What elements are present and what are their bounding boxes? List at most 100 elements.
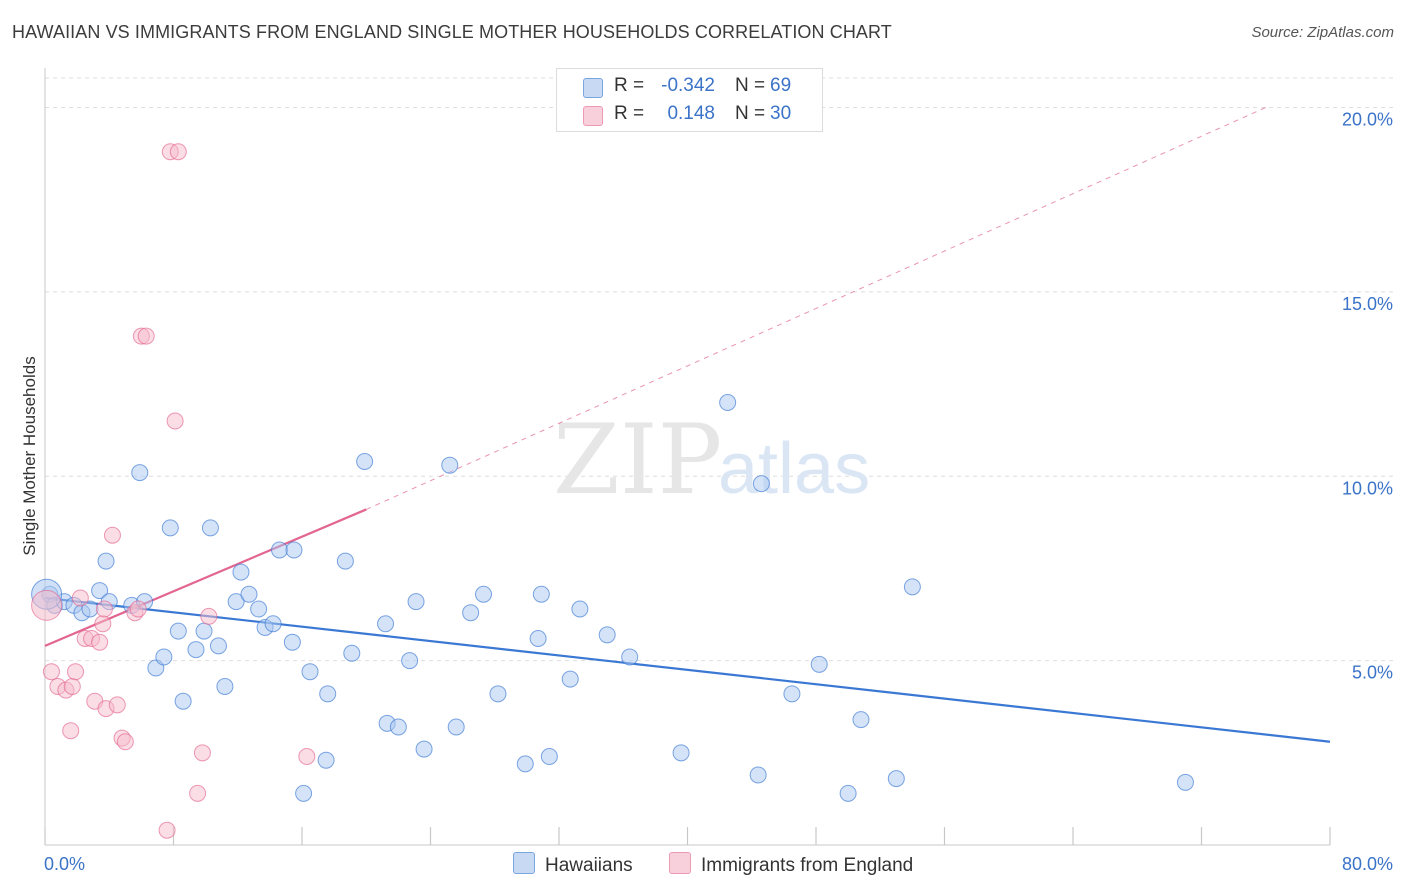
point-hawaiians [250, 600, 268, 618]
correlation-legend: R = -0.342 N = 69 R = 0.148 N = 30 [556, 68, 823, 132]
point-england [108, 696, 126, 714]
point-england [91, 633, 109, 651]
point-hawaiians [441, 456, 459, 474]
point-hawaiians [621, 648, 639, 666]
point-hawaiians [201, 519, 219, 537]
point-hawaiians [415, 740, 433, 758]
point-hawaiians [232, 563, 250, 581]
point-england [67, 663, 85, 681]
point-hawaiians [389, 718, 407, 736]
point-hawaiians [317, 751, 335, 769]
watermark: ZIP atlas [553, 404, 870, 516]
point-hawaiians [598, 626, 616, 644]
point-hawaiians [475, 585, 493, 603]
point-hawaiians [209, 637, 227, 655]
point-hawaiians [343, 644, 361, 662]
point-hawaiians [852, 711, 870, 729]
point-hawaiians [295, 784, 313, 802]
point-england [42, 663, 60, 681]
point-england [63, 677, 81, 695]
point-hawaiians [174, 692, 192, 710]
point-hawaiians [271, 541, 289, 559]
point-england [298, 748, 316, 765]
chart-title: HAWAIIAN VS IMMIGRANTS FROM ENGLAND SING… [12, 22, 892, 42]
point-hawaiians [839, 784, 857, 802]
trend-line-hawaiians [44, 596, 1331, 743]
legend-swatch-blue [513, 852, 535, 874]
point-hawaiians [540, 748, 558, 765]
legend-r-value: 0.148 [667, 103, 715, 124]
point-hawaiians [401, 652, 419, 670]
point-hawaiians [749, 766, 767, 784]
y-axis-label: Single Mother Households [20, 356, 39, 555]
legend-swatch-pink [583, 106, 603, 126]
point-hawaiians [195, 622, 213, 640]
point-hawaiians [377, 615, 395, 633]
point-england [62, 722, 80, 740]
point-england [169, 143, 187, 161]
point-hawaiians [810, 655, 828, 673]
watermark-zip: ZIP [553, 404, 722, 516]
point-hawaiians [336, 552, 354, 570]
legend-n-label: N = [735, 75, 766, 96]
point-hawaiians [240, 585, 258, 603]
point-hawaiians [571, 600, 589, 618]
legend-r-label: R = [614, 103, 645, 124]
point-hawaiians [356, 453, 374, 470]
point-hawaiians [131, 464, 149, 482]
point-hawaiians [903, 578, 921, 596]
point-hawaiians [672, 744, 690, 762]
point-england [31, 589, 63, 621]
point-hawaiians [1176, 773, 1194, 791]
point-hawaiians [283, 633, 301, 651]
point-hawaiians [155, 648, 173, 666]
legend-swatch-pink [669, 852, 691, 874]
legend-item-england: Immigrants from England [669, 852, 913, 876]
legend-n-value: 30 [770, 103, 792, 124]
point-england [94, 615, 112, 633]
point-hawaiians [227, 593, 245, 611]
point-hawaiians [91, 582, 109, 600]
point-hawaiians [783, 685, 801, 703]
x-tick-label: 0.0% [44, 854, 85, 874]
point-england [193, 744, 211, 762]
point-england [71, 589, 89, 607]
point-england [116, 733, 134, 751]
point-hawaiians [161, 519, 179, 537]
y-tick-label: 15.0% [1342, 294, 1393, 314]
point-hawaiians [529, 630, 547, 647]
legend-swatch-blue [583, 78, 603, 98]
point-hawaiians [319, 685, 337, 703]
point-england [129, 600, 147, 618]
watermark-atlas: atlas [718, 429, 870, 509]
point-england [200, 607, 218, 625]
data-points [31, 143, 1194, 839]
legend-r-label: R = [614, 75, 645, 96]
point-hawaiians [719, 394, 737, 411]
trend-extension-england [366, 107, 1266, 510]
point-hawaiians [752, 475, 770, 493]
point-hawaiians [516, 755, 534, 773]
y-tick-label: 10.0% [1342, 478, 1393, 498]
legend-r-value: -0.342 [661, 75, 715, 96]
point-england [189, 784, 207, 802]
legend-row-england: R = 0.148 N = 30 [557, 100, 822, 128]
point-hawaiians [285, 541, 303, 559]
point-england [103, 526, 121, 544]
source-label: Source: ZipAtlas.com [1251, 24, 1394, 41]
point-england [95, 600, 113, 618]
point-hawaiians [264, 615, 282, 633]
point-hawaiians [169, 622, 187, 640]
point-hawaiians [187, 641, 205, 659]
point-england [166, 412, 184, 430]
point-hawaiians [489, 685, 507, 703]
y-tick-label: 20.0% [1342, 110, 1393, 130]
x-tick-label: 80.0% [1342, 854, 1393, 874]
point-hawaiians [447, 718, 465, 736]
legend-label: Hawaiians [545, 855, 633, 876]
point-hawaiians [532, 585, 550, 603]
point-hawaiians [561, 670, 579, 688]
legend-item-hawaiians: Hawaiians [513, 852, 633, 876]
point-england [137, 327, 155, 345]
